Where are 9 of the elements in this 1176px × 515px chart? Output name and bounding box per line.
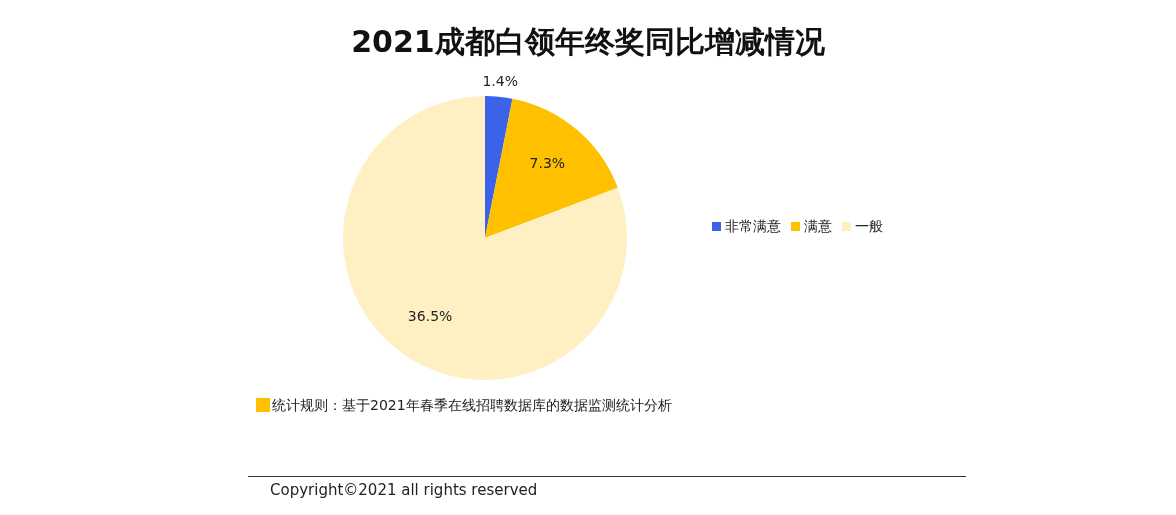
legend-label: 满意 xyxy=(803,218,832,236)
text: Copyright©2021 all rights reserved xyxy=(270,481,538,499)
chart-title: 2021成都白领年终奖同比增减情况 xyxy=(350,23,826,61)
data-label: 7.3% xyxy=(529,154,566,171)
text: 统计规则：基于2021年春季在线招聘数据库的数据监测统计分析 xyxy=(271,397,672,415)
legend-label: 非常满意 xyxy=(724,218,781,236)
data-label: 1.4% xyxy=(482,73,518,90)
legend-label: 一般 xyxy=(854,218,883,236)
data-label: 36.5% xyxy=(407,308,453,325)
